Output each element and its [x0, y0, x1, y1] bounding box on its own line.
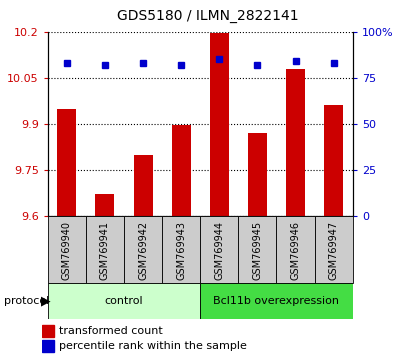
- Bar: [42, 325, 54, 337]
- Text: Bcl11b overexpression: Bcl11b overexpression: [213, 296, 339, 306]
- Bar: [57, 109, 76, 216]
- Text: GSM769941: GSM769941: [100, 221, 110, 280]
- Bar: [48, 216, 86, 283]
- Bar: [315, 216, 353, 283]
- Text: protocol: protocol: [4, 296, 49, 306]
- Text: GSM769945: GSM769945: [252, 221, 262, 280]
- Text: GSM769947: GSM769947: [329, 221, 339, 280]
- Bar: [172, 125, 191, 216]
- Bar: [95, 194, 115, 216]
- Text: GSM769942: GSM769942: [138, 221, 148, 280]
- Text: GDS5180 / ILMN_2822141: GDS5180 / ILMN_2822141: [117, 9, 298, 23]
- Bar: [324, 105, 343, 216]
- Bar: [42, 340, 54, 352]
- Bar: [248, 133, 267, 216]
- Bar: [286, 69, 305, 216]
- Bar: [200, 216, 238, 283]
- Text: GSM769944: GSM769944: [214, 221, 224, 280]
- Text: GSM769940: GSM769940: [62, 221, 72, 280]
- Bar: [238, 216, 276, 283]
- Text: transformed count: transformed count: [59, 326, 163, 336]
- Bar: [200, 283, 353, 319]
- Bar: [48, 283, 200, 319]
- Text: percentile rank within the sample: percentile rank within the sample: [59, 341, 247, 351]
- Bar: [124, 216, 162, 283]
- Bar: [276, 216, 315, 283]
- Text: control: control: [105, 296, 143, 306]
- Text: ▶: ▶: [41, 295, 50, 307]
- Text: GSM769946: GSM769946: [290, 221, 300, 280]
- Bar: [134, 155, 153, 216]
- Bar: [162, 216, 200, 283]
- Text: GSM769943: GSM769943: [176, 221, 186, 280]
- Bar: [210, 33, 229, 216]
- Bar: [86, 216, 124, 283]
